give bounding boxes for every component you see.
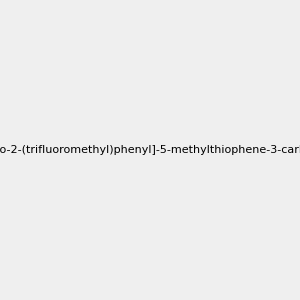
- Text: N-[4-chloro-2-(trifluoromethyl)phenyl]-5-methylthiophene-3-carboxamide: N-[4-chloro-2-(trifluoromethyl)phenyl]-5…: [0, 145, 300, 155]
